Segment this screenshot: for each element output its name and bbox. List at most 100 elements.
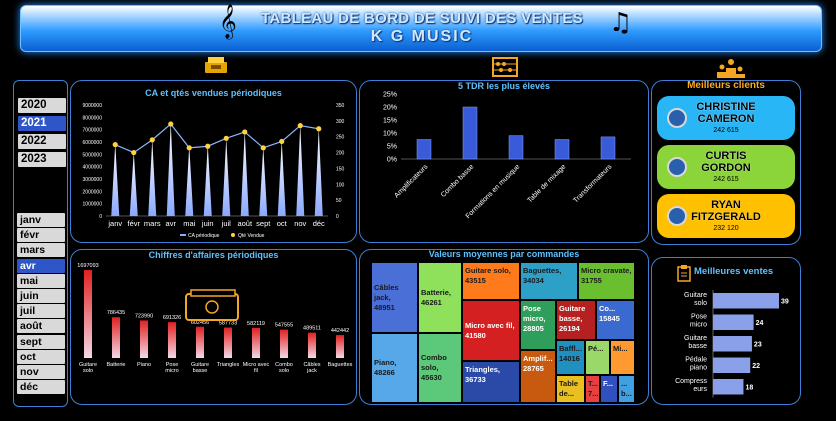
month-févr[interactable]: févr bbox=[17, 228, 65, 243]
tile-label: Batterie, bbox=[421, 287, 452, 297]
tile-value: 31755 bbox=[581, 276, 602, 285]
tile-value: 41580 bbox=[465, 330, 486, 340]
best-sales-bar bbox=[713, 379, 744, 395]
ca-qty-title: CA et qtés vendues périodiques bbox=[145, 88, 282, 98]
qty-point bbox=[168, 121, 174, 127]
tile-label: Mi... bbox=[613, 344, 628, 353]
y-left-tick: 1000000 bbox=[83, 202, 103, 208]
page-subtitle: K G MUSIC bbox=[370, 28, 474, 45]
data-label: 547555 bbox=[275, 323, 293, 329]
y-tick-label: 5% bbox=[387, 144, 397, 151]
month-sept[interactable]: sept bbox=[17, 334, 65, 349]
month-oct[interactable]: oct bbox=[17, 349, 65, 364]
revenue-bar bbox=[196, 326, 204, 358]
tile-value: 15845 bbox=[599, 314, 620, 323]
tdr-bar bbox=[600, 136, 616, 160]
abacus-icon bbox=[492, 57, 518, 77]
y-tick-label: Guitare basse bbox=[684, 335, 707, 350]
ca-qty-chart: 0 1000000 2000000 3000000 4000000 5000000 6000… bbox=[83, 103, 345, 239]
treemap-tile: Pose micro, 28805 bbox=[520, 300, 556, 350]
treemap-tile: Baguettes, 34034 bbox=[520, 262, 578, 300]
x-tick-label: juin bbox=[201, 219, 214, 228]
tile-label: Pose micro, bbox=[523, 304, 546, 323]
revenue-bar bbox=[252, 327, 260, 358]
treemap-chart: Câbles jack, 48951 Piano, 48266 Batterie, 462… bbox=[371, 262, 635, 403]
medal-icon bbox=[667, 108, 687, 128]
x-tick-label: Formations en musique bbox=[465, 163, 522, 220]
month-nov[interactable]: nov bbox=[17, 365, 65, 379]
treemap-tile: Micro cravate, 31755 bbox=[578, 262, 635, 300]
tile-label: Baguettes, bbox=[523, 266, 562, 275]
client-name: FITZGERALD bbox=[691, 211, 761, 223]
client-name: GORDON bbox=[701, 162, 751, 174]
data-label: 24 bbox=[756, 320, 764, 327]
y-left-tick: 2000000 bbox=[83, 189, 103, 195]
ca-spike bbox=[166, 122, 175, 216]
client-card: CHRISTINE CAMERON 242 615 bbox=[657, 96, 795, 140]
month-déc[interactable]: déc bbox=[17, 380, 65, 395]
y-tick-label: Pédale piano bbox=[685, 357, 707, 372]
client-name: CHRISTINE bbox=[696, 101, 756, 113]
month-janv[interactable]: janv bbox=[17, 213, 65, 227]
y-right-tick: 300 bbox=[336, 119, 345, 125]
medal-icon bbox=[667, 157, 687, 177]
best-sales-chart: 39 Guitare solo 24 Pose micro 23 Guitare basse 22… bbox=[675, 290, 789, 398]
tile-value: 46261 bbox=[421, 297, 442, 307]
month-août[interactable]: août bbox=[17, 319, 65, 334]
y-left-tick: 6000000 bbox=[83, 140, 103, 146]
tile-value: 7... bbox=[588, 389, 599, 398]
treemap-tile: ... b... bbox=[618, 375, 635, 403]
tile-label: Micro avec fil, bbox=[465, 320, 515, 330]
qty-point bbox=[186, 145, 192, 151]
year-2023[interactable]: 2023 bbox=[18, 152, 66, 167]
ca-spike bbox=[240, 130, 249, 216]
month-juin[interactable]: juin bbox=[17, 289, 65, 303]
month-avr[interactable]: avr bbox=[17, 258, 65, 273]
tile-value: 28765 bbox=[523, 364, 544, 373]
ca-spike bbox=[185, 145, 194, 216]
client-value: 232 120 bbox=[713, 225, 739, 232]
x-tick-label: Table de mixage bbox=[526, 163, 567, 204]
tile-value: 43515 bbox=[465, 276, 486, 285]
treemap-tile: F... bbox=[600, 375, 618, 403]
ca-spike bbox=[148, 139, 157, 216]
data-label: 582119 bbox=[247, 321, 265, 327]
revenue-bar bbox=[112, 317, 120, 358]
month-juil[interactable]: juil bbox=[17, 304, 65, 319]
tdr-bar bbox=[462, 106, 478, 160]
treemap-tile: T... 7... bbox=[585, 375, 600, 403]
treemap-tile: Table de... bbox=[556, 375, 585, 403]
tile-label: Câbles jack, bbox=[374, 282, 399, 302]
year-2020[interactable]: 2020 bbox=[18, 98, 66, 113]
tdr-bar bbox=[416, 139, 432, 160]
ca-spike bbox=[203, 144, 212, 216]
tile-label: Baffl... bbox=[559, 344, 582, 353]
year-2022[interactable]: 2022 bbox=[18, 134, 66, 149]
treemap-tile: Triangles, 36733 bbox=[462, 361, 520, 403]
client-name: CURTIS bbox=[705, 150, 747, 162]
y-right-tick: 350 bbox=[336, 103, 345, 109]
y-left-tick: 0 bbox=[99, 214, 102, 220]
year-2021[interactable]: 2021 bbox=[18, 116, 66, 131]
qty-line bbox=[115, 123, 319, 154]
tile-label: Pé... bbox=[588, 344, 604, 353]
x-tick-label: juil bbox=[221, 219, 232, 228]
x-tick-label: Guitare solo bbox=[79, 362, 97, 374]
treemap-tile: Mi... bbox=[610, 340, 635, 375]
x-tick-label: Amplificateurs bbox=[393, 163, 429, 199]
treemap-tile: Batterie, 46261 bbox=[418, 262, 462, 333]
legend-swatch bbox=[231, 233, 235, 237]
month-mars[interactable]: mars bbox=[17, 243, 65, 258]
x-tick-label: Transformateurs bbox=[572, 163, 613, 204]
x-tick-label: Triangles bbox=[217, 362, 240, 368]
revenue-bar bbox=[140, 320, 148, 358]
best-sales-bar bbox=[713, 293, 779, 309]
best-sales-bar bbox=[713, 336, 752, 352]
treemap-tile: Combo solo, 45630 bbox=[418, 333, 462, 403]
x-tick-label: mai bbox=[183, 219, 195, 228]
x-tick-label: Piano bbox=[137, 362, 151, 368]
tile-label: Guitare solo, bbox=[465, 266, 511, 275]
tile-value: 45630 bbox=[421, 373, 442, 382]
month-mai[interactable]: mai bbox=[17, 273, 65, 288]
